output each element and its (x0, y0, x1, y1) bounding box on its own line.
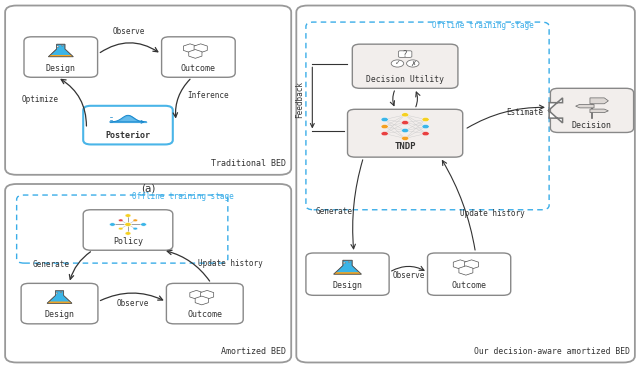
Circle shape (60, 292, 62, 293)
Text: Optimize: Optimize (22, 95, 59, 104)
Circle shape (381, 117, 388, 121)
Polygon shape (194, 44, 207, 53)
FancyBboxPatch shape (166, 283, 243, 324)
Text: Offline training stage: Offline training stage (132, 192, 233, 201)
Text: Outcome: Outcome (188, 310, 222, 319)
Text: ✗: ✗ (410, 60, 416, 67)
Circle shape (55, 293, 58, 294)
Circle shape (381, 124, 388, 129)
Text: Amortized BED: Amortized BED (221, 347, 286, 356)
Circle shape (401, 121, 409, 125)
Text: Generate: Generate (316, 207, 353, 216)
Polygon shape (333, 272, 362, 274)
FancyBboxPatch shape (83, 106, 173, 144)
FancyBboxPatch shape (5, 184, 291, 362)
FancyArrow shape (548, 98, 563, 123)
Circle shape (125, 232, 131, 235)
Polygon shape (190, 290, 203, 299)
Text: Update history: Update history (460, 209, 525, 218)
FancyBboxPatch shape (83, 210, 173, 250)
Text: Inference: Inference (187, 91, 229, 100)
Text: Design: Design (333, 282, 362, 290)
Polygon shape (590, 98, 609, 104)
Text: (a): (a) (141, 184, 156, 194)
Circle shape (133, 227, 138, 230)
FancyBboxPatch shape (5, 6, 291, 175)
Circle shape (342, 262, 346, 264)
Circle shape (109, 223, 115, 226)
Text: ?: ? (403, 50, 408, 59)
FancyBboxPatch shape (348, 109, 463, 157)
Text: Traditional BED: Traditional BED (211, 159, 286, 168)
Text: ✓: ✓ (394, 60, 401, 67)
Text: Outcome: Outcome (452, 282, 486, 290)
Text: Update history: Update history (198, 259, 263, 268)
Circle shape (401, 113, 409, 117)
FancyBboxPatch shape (550, 88, 634, 132)
Circle shape (61, 45, 63, 46)
Circle shape (401, 128, 409, 132)
Polygon shape (47, 301, 72, 303)
Circle shape (133, 219, 138, 222)
Circle shape (422, 117, 429, 121)
Circle shape (118, 219, 123, 222)
Circle shape (381, 132, 388, 136)
FancyBboxPatch shape (398, 51, 412, 57)
Text: Feedback: Feedback (295, 81, 304, 118)
Polygon shape (189, 50, 202, 58)
FancyBboxPatch shape (24, 37, 97, 77)
Text: Observe: Observe (392, 271, 424, 280)
Text: Observe: Observe (113, 27, 145, 36)
Polygon shape (465, 260, 479, 269)
Circle shape (422, 124, 429, 129)
Text: Offline training stage: Offline training stage (433, 21, 534, 30)
Circle shape (56, 46, 59, 47)
Text: Outcome: Outcome (181, 64, 216, 72)
Text: TNDP: TNDP (394, 142, 416, 151)
Text: Observe: Observe (116, 299, 148, 308)
Text: Policy: Policy (113, 237, 143, 245)
Polygon shape (195, 296, 209, 305)
Polygon shape (184, 44, 196, 53)
Text: Our decision-aware amortized BED: Our decision-aware amortized BED (474, 347, 630, 356)
FancyBboxPatch shape (161, 37, 236, 77)
Polygon shape (590, 109, 609, 113)
Polygon shape (49, 44, 73, 57)
Polygon shape (200, 290, 214, 299)
Polygon shape (575, 105, 594, 108)
Text: Design: Design (45, 310, 74, 319)
FancyBboxPatch shape (306, 253, 389, 295)
Polygon shape (49, 55, 73, 57)
Text: Estimate: Estimate (506, 108, 543, 117)
Circle shape (348, 261, 350, 262)
FancyBboxPatch shape (428, 253, 511, 295)
FancyBboxPatch shape (352, 44, 458, 88)
Circle shape (118, 227, 123, 230)
Circle shape (125, 223, 131, 226)
Circle shape (406, 60, 419, 67)
Polygon shape (47, 291, 72, 303)
Text: Generate: Generate (33, 260, 70, 269)
Text: Design: Design (46, 64, 76, 72)
Circle shape (141, 223, 147, 226)
FancyBboxPatch shape (21, 283, 98, 324)
Polygon shape (459, 266, 473, 275)
Polygon shape (453, 260, 467, 269)
Circle shape (422, 132, 429, 136)
Text: Decision: Decision (572, 121, 612, 130)
Circle shape (401, 136, 409, 141)
FancyBboxPatch shape (296, 6, 635, 362)
Text: Decision Utility: Decision Utility (366, 75, 444, 84)
Circle shape (391, 60, 404, 67)
Text: Posterior: Posterior (106, 131, 150, 140)
Circle shape (125, 214, 131, 217)
Polygon shape (333, 260, 362, 274)
